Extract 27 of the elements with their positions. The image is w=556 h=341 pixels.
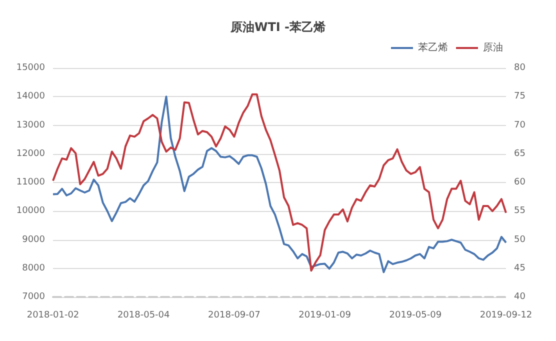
x-tick-label: 2018-05-04 bbox=[117, 310, 170, 320]
x-tick-label: 2019-05-09 bbox=[389, 310, 442, 320]
y2-tick-label: 75 bbox=[514, 92, 526, 102]
y-tick-label: 15000 bbox=[16, 63, 46, 73]
y-tick-label: 13000 bbox=[16, 120, 46, 130]
x-tick-label: 2019-01-09 bbox=[298, 310, 352, 320]
legend-label: 苯乙烯 bbox=[418, 42, 448, 54]
y-tick-label: 8000 bbox=[22, 263, 46, 274]
x-tick-label: 2019-09-12 bbox=[480, 310, 532, 320]
x-tick-label: 2018-01-02 bbox=[26, 310, 80, 320]
y2-tick-label: 55 bbox=[514, 206, 526, 216]
y2-tick-label: 50 bbox=[514, 234, 526, 245]
y-tick-label: 11000 bbox=[16, 178, 46, 188]
y-tick-label: 14000 bbox=[16, 92, 46, 102]
y2-tick-label: 40 bbox=[514, 292, 526, 302]
y2-tick-label: 70 bbox=[514, 120, 526, 130]
y-tick-label: 9000 bbox=[22, 234, 46, 245]
y2-tick-label: 45 bbox=[514, 263, 526, 274]
y2-tick-label: 65 bbox=[514, 148, 526, 159]
legend-label: 原油 bbox=[483, 42, 503, 54]
y-tick-label: 12000 bbox=[16, 148, 46, 159]
y2-tick-label: 80 bbox=[514, 63, 526, 73]
chart-title: 原油WTI -苯乙烯 bbox=[229, 20, 326, 34]
y2-tick-label: 60 bbox=[514, 178, 526, 188]
y-tick-label: 7000 bbox=[22, 292, 46, 302]
y-tick-label: 10000 bbox=[16, 206, 46, 216]
x-tick-label: 2018-09-07 bbox=[208, 310, 260, 320]
